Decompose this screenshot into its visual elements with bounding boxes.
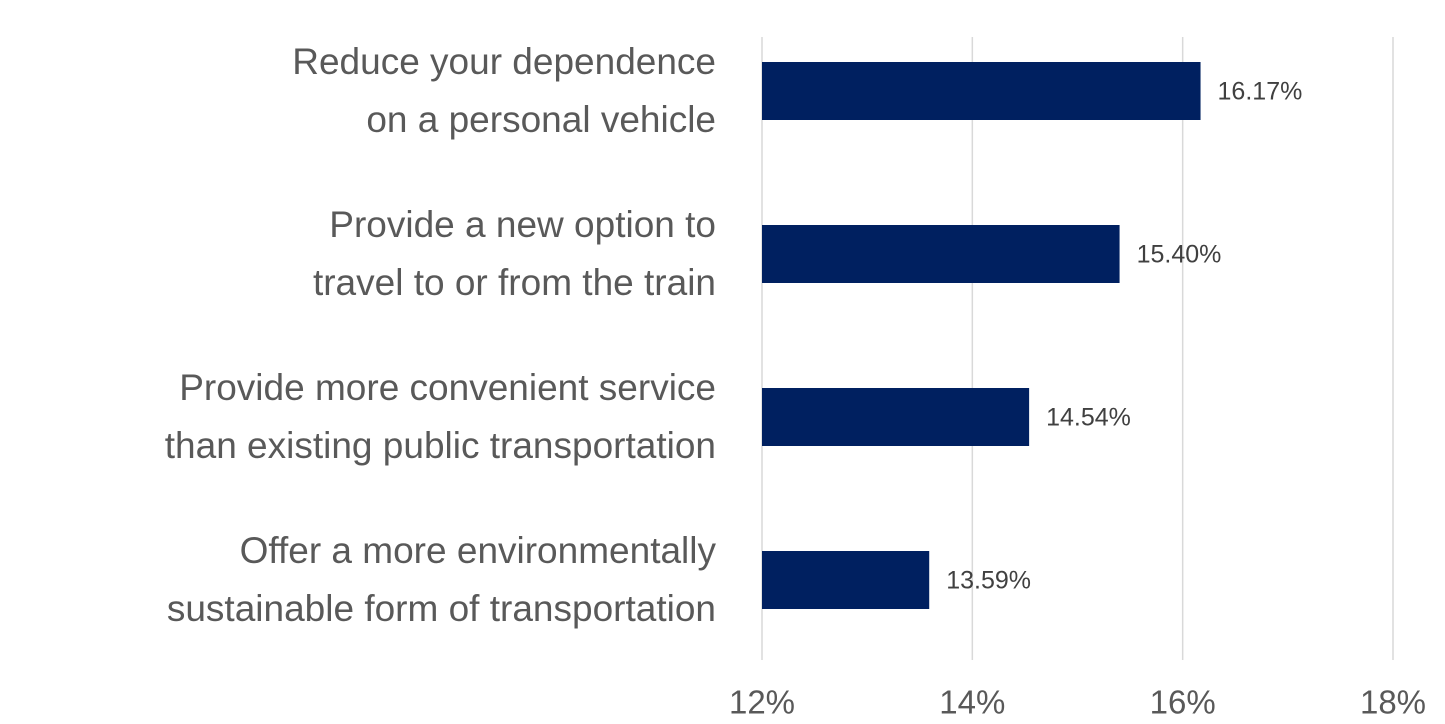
data-label: 13.59% — [946, 567, 1031, 595]
data-label: 16.17% — [1218, 78, 1303, 106]
category-label: Provide a new option to travel to or fro… — [312, 204, 716, 303]
category-label: Reduce your dependence on a personal veh… — [292, 41, 716, 140]
data-label: 15.40% — [1137, 241, 1222, 269]
x-tick-label: 18% — [1360, 684, 1426, 721]
x-tick-label: 14% — [939, 684, 1005, 721]
bar — [762, 225, 1120, 283]
x-tick-label: 16% — [1150, 684, 1216, 721]
data-label: 14.54% — [1046, 404, 1131, 432]
bar — [762, 62, 1201, 120]
bar — [762, 388, 1030, 446]
x-tick-label: 12% — [729, 684, 795, 721]
category-label: Offer a more environmentally sustainable… — [166, 530, 716, 629]
category-label: Provide more convenient service than exi… — [164, 367, 716, 466]
bar — [762, 551, 930, 609]
